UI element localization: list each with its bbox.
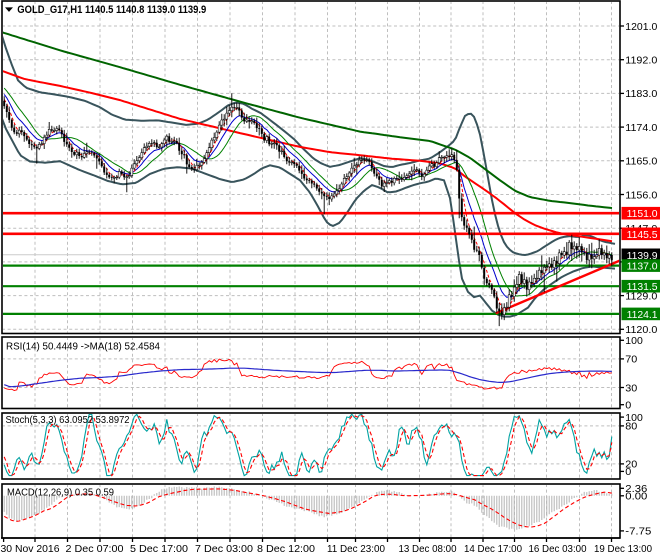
svg-text:1192.0: 1192.0 (625, 55, 657, 67)
svg-text:5 Dec 17:00: 5 Dec 17:00 (130, 543, 188, 555)
svg-text:1174.0: 1174.0 (625, 122, 657, 134)
svg-text:1124.1: 1124.1 (627, 309, 658, 321)
svg-text:20: 20 (625, 459, 637, 471)
svg-text:30: 30 (625, 382, 637, 394)
svg-text:70: 70 (625, 354, 637, 366)
svg-text:100: 100 (625, 335, 643, 347)
svg-text:1151.0: 1151.0 (627, 208, 658, 220)
svg-text:GOLD_G17,H1 1140.5 1140.8 113: GOLD_G17,H1 1140.5 1140.8 1139.0 1139.9 (17, 4, 206, 16)
svg-text:16 Dec 03:00: 16 Dec 03:00 (529, 543, 587, 555)
svg-text:80: 80 (625, 421, 637, 433)
svg-text:1120.0: 1120.0 (625, 324, 657, 336)
svg-text:7 Dec 03:00: 7 Dec 03:00 (195, 543, 253, 555)
svg-text:0: 0 (625, 400, 631, 412)
svg-text:30 Nov 2016: 30 Nov 2016 (1, 543, 60, 555)
svg-text:1165.0: 1165.0 (625, 156, 657, 168)
svg-text:1131.5: 1131.5 (627, 281, 658, 293)
svg-text:14 Dec 17:00: 14 Dec 17:00 (464, 543, 522, 555)
svg-text:8 Dec 12:00: 8 Dec 12:00 (257, 543, 315, 555)
svg-text:Stoch(5,3,3) 63.0952 53.8972: Stoch(5,3,3) 63.0952 53.8972 (6, 415, 130, 426)
svg-text:0: 0 (625, 466, 631, 478)
svg-text:1183.0: 1183.0 (625, 88, 657, 100)
svg-text:1156.0: 1156.0 (625, 189, 657, 201)
svg-text:100: 100 (625, 412, 643, 424)
svg-text:2.36: 2.36 (625, 483, 647, 495)
svg-text:2 Dec 07:00: 2 Dec 07:00 (66, 543, 124, 555)
svg-text:0.00: 0.00 (625, 491, 647, 503)
svg-text:19 Dec 13:00: 19 Dec 13:00 (594, 543, 652, 555)
svg-text:1139.9: 1139.9 (627, 250, 658, 262)
svg-text:1137.0: 1137.0 (627, 261, 658, 273)
svg-text:1201.0: 1201.0 (625, 21, 657, 33)
svg-text:MACD(12,26,9) 0.35 0.59: MACD(12,26,9) 0.35 0.59 (7, 487, 114, 498)
svg-text:-7.75: -7.75 (625, 526, 651, 538)
svg-text:1129.0: 1129.0 (625, 290, 657, 302)
svg-text:RSI(14) 50.4449 ->MA(18) 52.4: RSI(14) 50.4449 ->MA(18) 52.4584 (6, 342, 160, 353)
svg-text:11 Dec 23:00: 11 Dec 23:00 (327, 543, 385, 555)
svg-text:13 Dec 08:00: 13 Dec 08:00 (399, 543, 457, 555)
svg-text:1145.5: 1145.5 (627, 229, 658, 241)
